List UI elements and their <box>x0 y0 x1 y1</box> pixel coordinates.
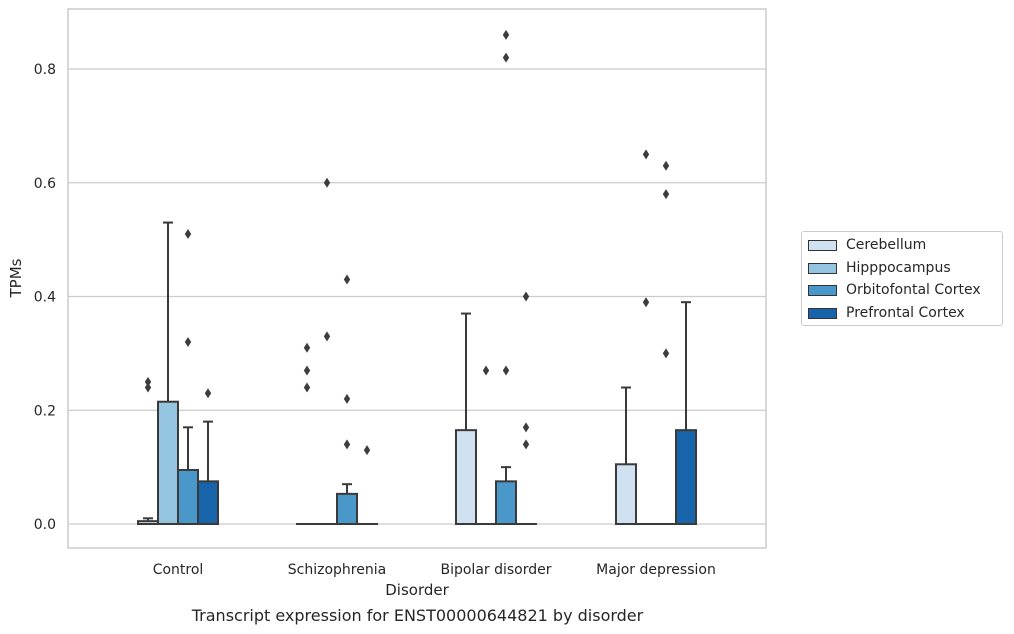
box-hipppocampus <box>157 221 179 525</box>
outlier-point <box>343 439 351 450</box>
outlier-point <box>184 337 192 347</box>
outlier-point <box>144 376 152 387</box>
x-tick-label: Control <box>153 562 204 578</box>
box-body <box>675 429 697 525</box>
outlier-point <box>502 52 510 63</box>
box-orbitofontal-cortex <box>177 228 199 525</box>
box-body <box>455 429 477 525</box>
outlier-point <box>323 177 331 188</box>
box-hipppocampus <box>635 149 657 526</box>
outlier-point <box>642 297 650 308</box>
outlier-point <box>144 382 152 393</box>
outlier-point <box>502 365 510 376</box>
box-cerebellum <box>137 376 159 525</box>
outlier-point <box>522 422 530 433</box>
box-orbitofontal-cortex <box>336 274 358 526</box>
outlier-point <box>343 274 351 285</box>
y-tick-label: 0.6 <box>34 176 56 192</box>
outlier-point <box>662 189 670 200</box>
outlier-point <box>522 291 530 302</box>
legend: Cerebellum Hipppocampus Orbitofontal Cor… <box>801 231 1003 326</box>
box-cerebellum <box>615 386 637 525</box>
legend-swatch-hipppocampus <box>808 262 837 274</box>
y-tick-label: 0.4 <box>34 290 56 306</box>
legend-item-hipppocampus: Hipppocampus <box>808 258 951 278</box>
box-prefrontal-cortex <box>675 301 697 525</box>
box-body <box>177 468 199 525</box>
legend-label-prefrontal-cortex: Prefrontal Cortex <box>846 305 965 321</box>
outlier-point <box>522 439 530 450</box>
outlier-point <box>303 382 311 393</box>
outlier-point <box>662 348 670 359</box>
x-axis-label: Disorder <box>385 581 449 599</box>
y-axis-label: TPMs <box>7 258 25 298</box>
box-prefrontal-cortex <box>515 291 537 526</box>
y-tick-label: 0.0 <box>34 517 56 533</box>
legend-item-orbitofontal-cortex: Orbitofontal Cortex <box>808 280 981 300</box>
outlier-point <box>323 331 331 342</box>
x-tick-label: Bipolar disorder <box>440 562 551 578</box>
box-body <box>615 463 637 525</box>
box-body <box>495 480 517 525</box>
legend-item-cerebellum: Cerebellum <box>808 235 926 255</box>
box-cerebellum <box>455 312 477 525</box>
outlier-point <box>343 393 351 404</box>
outlier-point <box>204 388 212 399</box>
y-tick-label: 0.2 <box>34 403 56 419</box>
box-plots <box>137 29 697 526</box>
outlier-point <box>662 160 670 171</box>
chart-caption: Transcript expression for ENST0000064482… <box>191 606 644 625</box>
y-tick-labels: 0.0 0.2 0.4 0.6 0.8 <box>34 62 56 533</box>
box-hipppocampus <box>316 177 338 526</box>
box-body <box>157 400 179 525</box>
box-hipppocampus <box>475 365 497 526</box>
box-body <box>197 480 219 525</box>
x-tick-labels: Control Schizophrenia Bipolar disorder Majo… <box>153 562 716 578</box>
x-tick-label: Major depression <box>596 562 716 578</box>
y-tick-label: 0.8 <box>34 62 56 78</box>
legend-swatch-orbitofontal-cortex <box>808 284 837 296</box>
box-cerebellum <box>296 342 318 526</box>
outlier-point <box>363 445 371 456</box>
outlier-point <box>502 29 510 40</box>
outlier-point <box>184 228 192 239</box>
legend-label-cerebellum: Cerebellum <box>846 237 927 253</box>
box-orbitofontal-cortex <box>655 160 677 526</box>
legend-swatch-prefrontal-cortex <box>808 307 837 319</box>
legend-item-prefrontal-cortex: Prefrontal Cortex <box>808 303 965 323</box>
legend-swatch-cerebellum <box>808 239 837 251</box>
box-prefrontal-cortex <box>197 388 219 525</box>
outlier-point <box>303 365 311 376</box>
outlier-point <box>482 365 490 376</box>
outlier-point <box>642 149 650 160</box>
legend-label-orbitofontal-cortex: Orbitofontal Cortex <box>846 282 981 298</box>
box-orbitofontal-cortex <box>495 29 517 525</box>
plot-frame <box>67 8 767 549</box>
legend-label-hipppocampus: Hipppocampus <box>846 260 951 276</box>
x-tick-label: Schizophrenia <box>288 562 386 578</box>
box-body <box>336 492 358 526</box>
outlier-point <box>303 342 311 353</box>
box-prefrontal-cortex <box>356 445 378 526</box>
